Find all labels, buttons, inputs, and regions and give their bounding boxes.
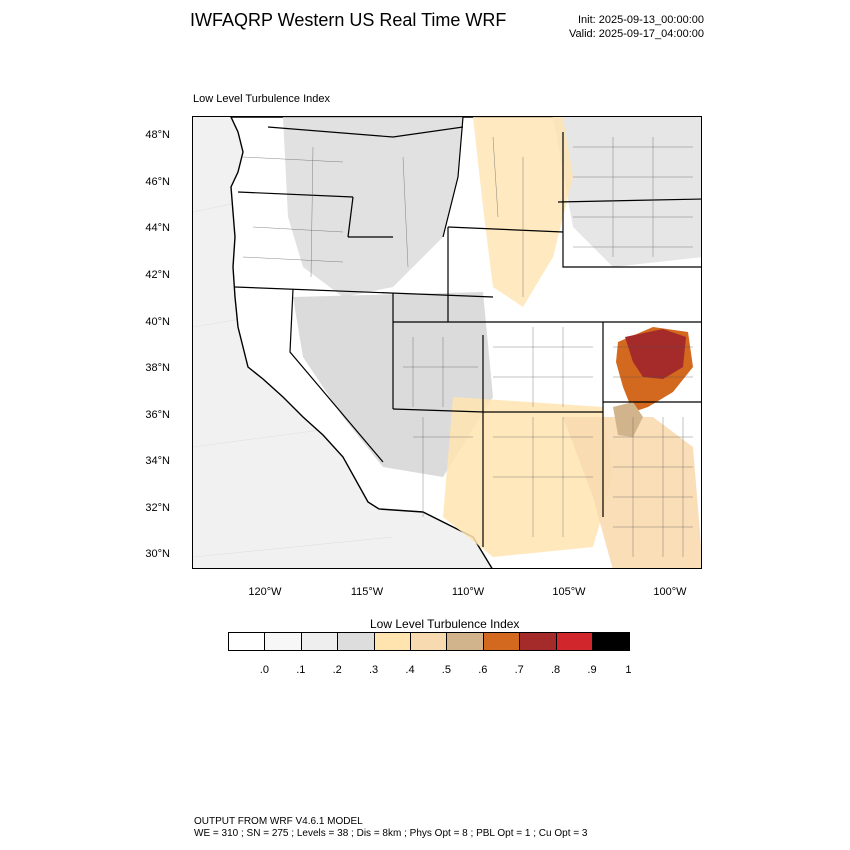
- colorbar-label-6: .6: [478, 664, 488, 676]
- colorbar-label-10: 1: [625, 664, 632, 676]
- colorbar-label-4: .4: [405, 664, 415, 676]
- lon-label-110: 110°W: [451, 586, 485, 598]
- colorbar-box-5: [410, 633, 448, 650]
- hotspot-core: [625, 329, 686, 379]
- page-title: IWFAQRP Western US Real Time WRF: [190, 10, 507, 30]
- lat-label-30: 30°N: [145, 548, 170, 560]
- colorbar-label-3: .3: [369, 664, 379, 676]
- lat-label-44: 44°N: [145, 222, 170, 234]
- turbulence-map: [193, 117, 701, 568]
- colorbar-label-2: .2: [332, 664, 342, 676]
- lat-label-34: 34°N: [145, 455, 170, 467]
- colorbar-label-1: .1: [296, 664, 306, 676]
- colorbar-box-6: [447, 633, 484, 650]
- gray-region-plains: [553, 117, 701, 267]
- lat-label-32: 32°N: [145, 502, 170, 514]
- colorbar-label-5: .5: [441, 664, 451, 676]
- colorbar-label-0: .0: [259, 664, 269, 676]
- colorbar-box-3: [338, 633, 375, 650]
- lat-label-48: 48°N: [145, 129, 170, 141]
- colorbar-box-4: [374, 633, 411, 650]
- hotspot-tan: [613, 402, 643, 437]
- lat-label-42: 42°N: [145, 269, 170, 281]
- map-panel: [192, 116, 702, 569]
- county-borders: [242, 136, 693, 557]
- valid-time: Valid: 2025-09-17_04:00:00: [569, 28, 704, 40]
- colorbar-box-7: [483, 633, 521, 650]
- colorbar-box-8: [520, 633, 557, 650]
- orange-region-3: [563, 417, 701, 568]
- colorbar-box-2: [301, 633, 339, 650]
- footer-model: OUTPUT FROM WRF V4.6.1 MODEL: [194, 816, 363, 827]
- colorbar-box-9: [556, 633, 593, 650]
- panel-title: Low Level Turbulence Index: [193, 93, 330, 105]
- lon-label-105: 105°W: [552, 586, 586, 598]
- colorbar: [228, 632, 631, 651]
- colorbar-label-9: .9: [587, 664, 597, 676]
- colorbar-box-0: [229, 633, 266, 650]
- colorbar-box-1: [265, 633, 302, 650]
- state-borders: [234, 117, 701, 547]
- lon-label-120: 120°W: [248, 586, 282, 598]
- colorbar-label-7: .7: [514, 664, 524, 676]
- lat-label-46: 46°N: [145, 176, 170, 188]
- colorbar-title: Low Level Turbulence Index: [370, 617, 520, 631]
- lat-label-40: 40°N: [145, 316, 170, 328]
- init-time: Init: 2025-09-13_00:00:00: [578, 14, 704, 26]
- colorbar-label-8: .8: [551, 664, 561, 676]
- footer-config: WE = 310 ; SN = 275 ; Levels = 38 ; Dis …: [194, 828, 588, 839]
- colorbar-box-10: [592, 633, 630, 650]
- lon-label-115: 115°W: [350, 586, 384, 598]
- gray-region-north: [283, 117, 463, 297]
- lat-label-38: 38°N: [145, 362, 170, 374]
- lon-label-100: 100°W: [653, 586, 687, 598]
- lat-label-36: 36°N: [145, 409, 170, 421]
